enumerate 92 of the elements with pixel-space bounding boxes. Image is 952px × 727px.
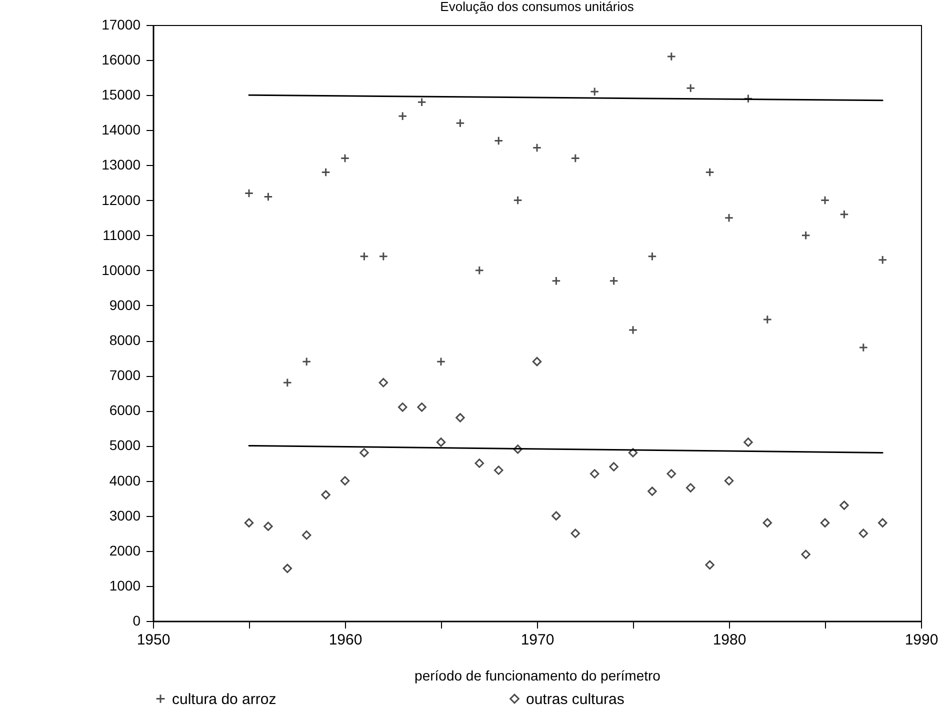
point [840,500,849,510]
point [321,168,330,177]
y-tick-label: 16000 [102,52,141,68]
y-tick-label: 5000 [109,437,141,454]
y-tick-label: 4000 [109,472,141,488]
y-tick-label: 14000 [102,122,141,138]
point [724,476,734,486]
y-tick-label: 2000 [109,542,141,558]
chart-title: Evolução dos consumos unitários [440,0,634,14]
point [494,136,504,146]
point [878,255,888,265]
point [360,448,369,458]
point [436,356,446,366]
point [494,466,504,475]
point [340,476,350,486]
y-tick-label: 6000 [109,402,141,418]
point [666,52,676,62]
point [744,438,753,447]
point [609,462,618,472]
point [820,196,830,205]
point [398,112,408,121]
y-tick-label: 13000 [102,156,141,173]
point [302,530,312,540]
point [628,448,638,458]
point [321,490,330,500]
x-tick-label: 1970 [520,632,554,648]
point [417,402,426,412]
point [686,483,696,492]
point [705,168,714,177]
point [801,550,810,560]
point [552,276,561,286]
point [628,325,638,335]
point [436,438,446,447]
point [282,564,292,574]
legend-label: outras culturas [526,690,624,708]
point [666,469,676,478]
point [282,378,292,388]
y-tick-label: 11000 [102,226,141,243]
point [340,154,350,163]
point [456,413,465,422]
point [648,486,657,496]
point [513,196,522,205]
y-tick-label: 7000 [109,367,141,384]
point [820,518,830,528]
point [474,266,484,276]
point [244,188,254,198]
point [570,154,580,163]
y-tick-label: 10000 [102,262,141,278]
point [858,528,868,538]
legend-label: cultura do arroz [172,690,276,708]
point [724,213,734,222]
point [762,518,772,528]
point [590,86,600,96]
point [360,252,369,262]
y-tick-label: 15000 [102,86,141,103]
x-tick-label: 1980 [712,632,746,648]
point [532,356,542,366]
x-tick-label: 1990 [904,632,938,648]
x-tick-label: 1960 [328,632,362,648]
point [302,356,312,366]
y-tick-label: 9000 [109,296,141,313]
y-tick-label: 12000 [102,192,141,208]
point [417,98,426,107]
point [244,518,254,528]
point [686,83,696,93]
y-tick-label: 8000 [109,332,141,348]
point [648,252,657,262]
y-tick-label: 17000 [102,16,141,32]
point [590,469,600,478]
point [264,192,273,202]
y-tick-label: 3000 [109,507,141,524]
point [762,314,772,324]
point [474,458,484,468]
point [532,143,542,152]
y-tick-label: 1000 [109,577,141,594]
point [705,560,714,570]
point [378,378,388,388]
y-tick-label: 0 [132,612,141,628]
point [513,444,522,454]
point [398,402,408,412]
x-tick-label: 1950 [136,632,170,648]
point [609,276,618,286]
x-axis-title: período de funcionamento do perímetro [414,668,661,684]
point [456,118,465,128]
point [378,252,388,262]
point [840,210,849,219]
point [552,511,561,520]
point [858,342,868,352]
point [570,528,580,538]
point [264,522,273,531]
point [801,230,810,240]
point [878,518,888,528]
